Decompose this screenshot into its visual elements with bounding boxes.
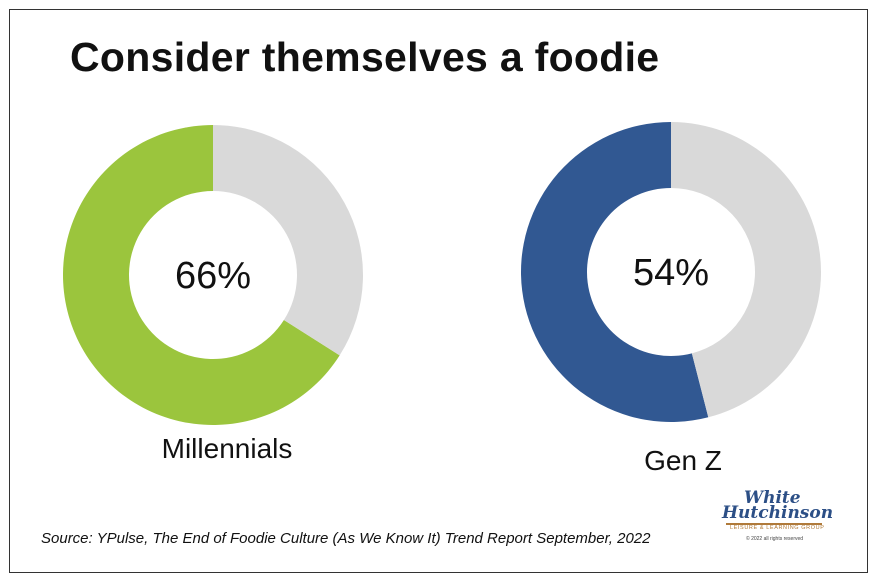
white-hutchinson-logo: White Hutchinson LEISURE & LEARNING GROU… [716, 488, 834, 554]
logo-rule [726, 523, 822, 525]
page-title: Consider themselves a foodie [70, 34, 660, 80]
gen-z-label: Gen Z [644, 445, 722, 476]
millennials-value-slice [63, 125, 340, 426]
slide-frame [9, 9, 868, 573]
gen-z-donut: 54% [521, 122, 822, 422]
gen-z-value-slice [521, 122, 709, 422]
millennials-label: Millennials [161, 433, 293, 464]
logo-line2: Hutchinson [722, 503, 834, 523]
source-note: Source: YPulse, The End of Foodie Cultur… [41, 530, 651, 547]
logo-copyright: © 2022 all rights reserved [746, 536, 804, 542]
gen-z-remainder-slice [671, 122, 822, 418]
millennials-donut: 66% [63, 125, 363, 426]
logo-line1: White [744, 488, 801, 508]
millennials-remainder-slice [213, 125, 363, 356]
logo-tagline: LEISURE & LEARNING GROUP [730, 525, 825, 531]
gen-z-percent-label: 54% [633, 252, 709, 294]
millennials-percent-label: 66% [175, 255, 251, 297]
